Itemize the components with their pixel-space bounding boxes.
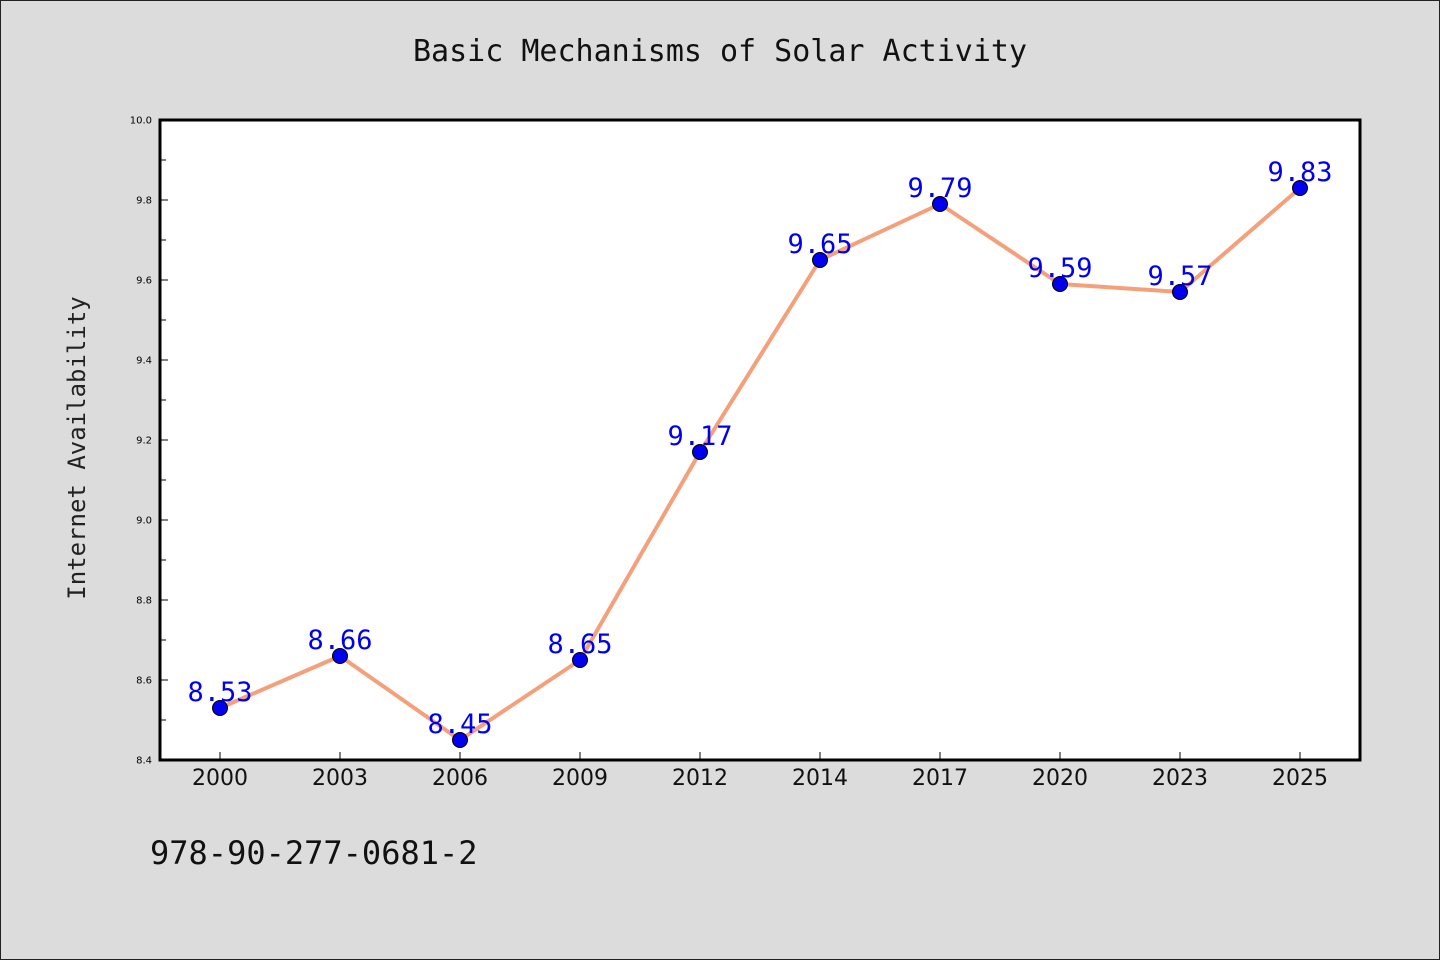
y-tick-label: 9.0 <box>136 516 152 527</box>
x-tick-label: 2003 <box>312 766 368 791</box>
data-point <box>452 732 468 748</box>
y-tick-label: 8.6 <box>136 676 152 687</box>
data-point <box>572 652 588 668</box>
x-tick-label: 2023 <box>1152 766 1208 791</box>
x-tick-label: 2012 <box>672 766 728 791</box>
data-point <box>1172 284 1188 300</box>
data-point <box>1292 180 1308 196</box>
y-tick-label: 8.8 <box>136 596 152 607</box>
data-label: 8.45 <box>427 709 492 740</box>
data-label: 9.17 <box>667 421 732 452</box>
data-label: 8.65 <box>547 629 612 660</box>
x-tick-label: 2000 <box>192 766 248 791</box>
x-tick-label: 2020 <box>1032 766 1088 791</box>
data-label: 8.66 <box>307 625 372 656</box>
plot-border <box>158 118 1362 762</box>
y-tick-label: 8.4 <box>136 756 152 767</box>
x-tick-label: 2009 <box>552 766 608 791</box>
data-label: 9.65 <box>787 229 852 260</box>
data-point <box>692 444 708 460</box>
x-tick-label: 2025 <box>1272 766 1328 791</box>
data-label: 9.59 <box>1027 253 1092 284</box>
data-point <box>212 700 228 716</box>
x-tick-label: 2006 <box>432 766 488 791</box>
data-label: 9.57 <box>1147 261 1212 292</box>
data-labels: 8.53 8.66 8.45 8.65 9.17 9.65 9.79 9.59 9.57 9.83 <box>187 157 1332 740</box>
data-label: 8.53 <box>187 677 252 708</box>
data-label: 9.83 <box>1267 157 1332 188</box>
data-point <box>812 252 828 268</box>
x-tick-label: 2014 <box>792 766 848 791</box>
data-point <box>1052 276 1068 292</box>
chart-title: Basic Mechanisms of Solar Activity <box>412 34 1028 69</box>
y-tick-label: 9.6 <box>136 276 152 287</box>
data-point <box>932 196 948 212</box>
y-tick-label: 9.4 <box>136 356 152 367</box>
data-label: 9.79 <box>907 173 972 204</box>
y-tick-label: 10.0 <box>130 116 152 127</box>
y-tick-label: 9.2 <box>136 436 152 447</box>
data-point <box>332 648 348 664</box>
isbn-text: 978-90-277-0681-2 <box>150 834 478 872</box>
x-tick-label: 2017 <box>912 766 968 791</box>
series-points <box>212 180 1308 748</box>
plot-area <box>160 120 1360 760</box>
x-axis: 2000 2003 2006 2009 2012 2014 2017 2020 2023 2025 <box>192 752 1328 791</box>
y-tick-label: 9.8 <box>136 196 152 207</box>
series-lines <box>218 186 1302 742</box>
series-line <box>218 186 1302 742</box>
